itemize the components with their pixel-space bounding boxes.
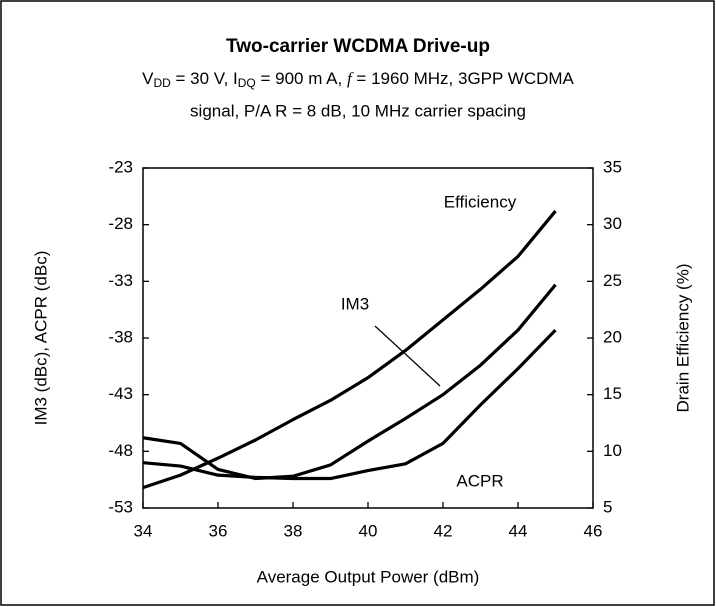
y-tick-label: -23 — [108, 157, 133, 176]
chart-title: Two-carrier WCDMA Drive-up — [226, 36, 490, 57]
subtitle-part: f — [347, 69, 354, 88]
subtitle-part: V — [142, 69, 154, 88]
x-tick-label: 36 — [209, 521, 228, 540]
y-tick-label: -48 — [108, 441, 133, 460]
y2-tick-label: 5 — [603, 497, 612, 516]
y2-tick-label: 35 — [603, 157, 622, 176]
x-tick-label: 40 — [359, 521, 378, 540]
series-line — [142, 328, 557, 481]
series-line — [142, 283, 557, 481]
y-axis-label: IM3 (dBc), ACPR (dBc) — [31, 251, 50, 426]
y2-tick-label: 25 — [603, 271, 622, 290]
subtitle-part: = 30 V, I — [171, 69, 238, 88]
series-label: IM3 — [341, 294, 369, 313]
subtitle-part: = 1960 MHz, 3GPP WCDMA — [352, 69, 575, 88]
y2-tick-label: 30 — [603, 214, 622, 233]
subtitle-part: DD — [153, 76, 171, 90]
x-tick-label: 38 — [284, 521, 303, 540]
y-tick-label: -53 — [108, 497, 133, 516]
leader-line — [374, 325, 441, 387]
x-tick-label: 34 — [134, 521, 153, 540]
x-tick-label: 46 — [584, 521, 603, 540]
y2-tick-label: 10 — [603, 441, 622, 460]
y-tick-label: -43 — [108, 384, 133, 403]
y-tick-label: -28 — [108, 214, 133, 233]
series-line — [142, 210, 557, 490]
series-label: ACPR — [456, 471, 503, 490]
subtitle: VDD = 30 V, IDQ = 900 m A, f = 1960 MHz,… — [142, 69, 574, 90]
y2-tick-label: 20 — [603, 327, 622, 346]
subtitle: signal, P/A R = 8 dB, 10 MHz carrier spa… — [190, 101, 526, 120]
subtitle-part: = 900 m A, — [256, 69, 347, 88]
y2-axis-label: Drain Efficiency (%) — [673, 264, 692, 413]
subtitle-part: DQ — [238, 76, 256, 90]
x-tick-label: 44 — [509, 521, 528, 540]
y-tick-label: -38 — [108, 327, 133, 346]
y2-tick-label: 15 — [603, 384, 622, 403]
x-axis-label: Average Output Power (dBm) — [257, 567, 480, 586]
x-tick-label: 42 — [434, 521, 453, 540]
series-label: Efficiency — [444, 192, 517, 211]
y-tick-label: -33 — [108, 271, 133, 290]
